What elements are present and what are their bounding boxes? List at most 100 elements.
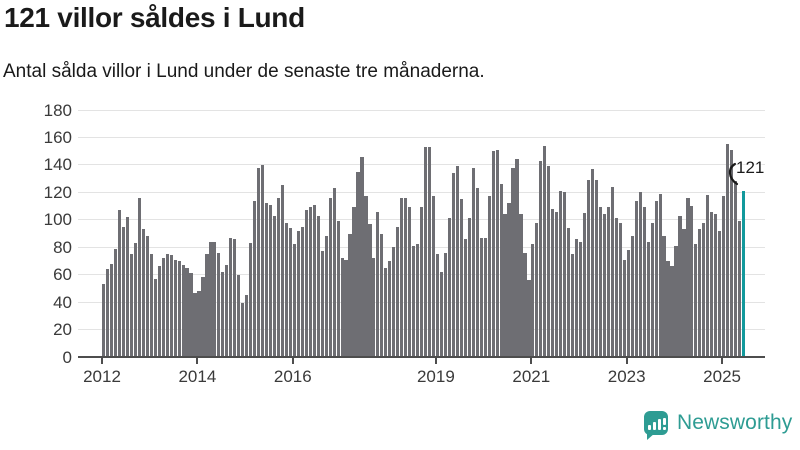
bar [384,267,388,357]
bar [451,173,455,357]
bar [606,207,610,357]
bar [590,169,595,357]
bar [189,273,193,357]
bar [177,260,181,357]
logo-text: Newsworthy [677,411,793,434]
bar [714,214,718,357]
bar [217,252,221,357]
bar [225,265,229,357]
bar [280,185,285,357]
bar [455,166,459,357]
bar [181,265,185,357]
bar [487,196,491,357]
bar [483,237,487,357]
y-axis-tick-label: 80 [53,237,72,257]
bar [630,236,634,357]
newsworthy-logo[interactable]: Newsworthy [644,411,793,440]
bar [304,210,308,357]
bar [316,215,320,357]
bar [376,211,380,357]
bar [272,215,277,357]
bar [511,167,515,357]
x-axis-line [78,355,765,358]
y-axis-tick-label: 180 [43,100,72,120]
bar [344,259,348,357]
bar [531,244,535,357]
bar [340,258,344,357]
bar [173,259,177,357]
x-axis-tick-label: 2014 [178,367,217,386]
bar [471,167,475,357]
bar [121,226,126,357]
bar [575,238,579,357]
bar [598,207,603,357]
bar [539,160,543,357]
bar [646,241,650,357]
bar [726,144,730,357]
x-axis-tick [721,358,724,364]
bar [308,207,312,357]
bar [523,252,527,357]
bar [678,215,682,357]
bar [348,233,352,357]
bar [423,147,428,357]
bar [567,228,571,357]
bar [638,192,642,357]
bar [662,236,666,357]
bar [495,149,499,357]
bar [734,181,738,357]
bar [690,206,694,357]
bar [245,295,249,357]
y-axis-tick-label: 40 [53,292,72,312]
bar [404,197,408,357]
bar [364,196,368,357]
bar [702,222,706,357]
bar [380,233,384,357]
bar [543,145,547,357]
bar [392,247,396,357]
bar [670,266,674,357]
bar [360,156,364,357]
bar [503,214,507,357]
bar [475,188,479,357]
x-axis-tick [434,358,437,364]
bar [368,223,372,357]
bar [193,292,197,357]
value-annotation: 121 [736,158,765,177]
bar [626,249,630,357]
bar [527,280,531,357]
bar [324,236,328,357]
bar [201,277,205,357]
bar [519,214,523,357]
x-axis-tick-label: 2023 [607,367,646,386]
bar [579,241,583,357]
bar [658,193,662,357]
bar [618,222,622,357]
bar [185,267,189,357]
bar [722,196,726,357]
bar [133,243,137,357]
bar [443,252,448,357]
y-axis-tick-label: 0 [62,347,72,367]
bar [622,259,626,357]
y-axis-tick-label: 100 [43,210,72,230]
bar [431,196,436,357]
bar [261,164,265,357]
bar [352,207,356,357]
bar [718,230,722,357]
bar [698,229,702,357]
bar [551,208,555,357]
bar [372,258,376,357]
bar [555,211,559,357]
x-axis-tick-label: 2019 [416,367,455,386]
bar [594,179,599,357]
bar [105,269,110,357]
bar [586,179,591,357]
bar [125,217,130,357]
bar [284,222,289,357]
bar [650,222,654,357]
bar [288,228,292,357]
bar [602,214,607,357]
bar [249,243,253,357]
